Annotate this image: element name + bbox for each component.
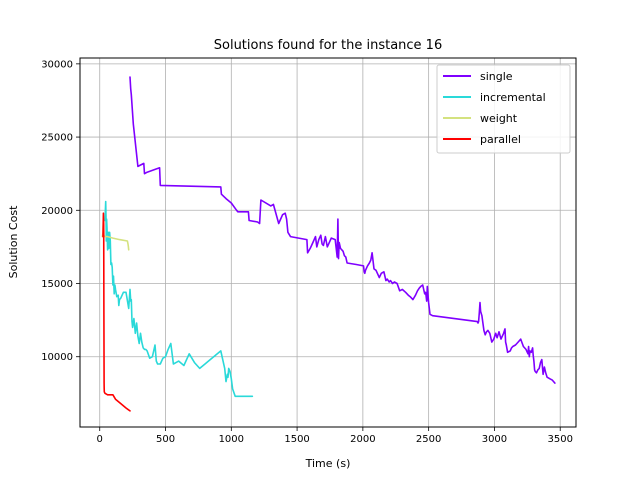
y-tick-label: 20000 xyxy=(41,206,73,217)
x-tick-label: 2500 xyxy=(416,434,441,445)
x-tick-label: 3500 xyxy=(547,434,572,445)
series-layer xyxy=(101,76,556,412)
legend-label-incremental: incremental xyxy=(480,91,546,104)
y-tick-label: 30000 xyxy=(41,59,73,70)
x-tick-label: 500 xyxy=(156,434,175,445)
legend: single incremental weight parallel xyxy=(436,64,571,154)
x-axis-ticks: 0 500 1000 1500 2000 2500 3000 3500 xyxy=(97,427,573,445)
y-tick-label: 10000 xyxy=(41,352,73,363)
legend-label-single: single xyxy=(480,70,513,83)
chart-title: Solutions found for the instance 16 xyxy=(214,38,442,53)
y-tick-label: 25000 xyxy=(41,133,73,144)
x-tick-label: 1000 xyxy=(219,434,244,445)
grid-lines xyxy=(80,58,576,427)
y-axis-label: Solution Cost xyxy=(7,205,20,278)
y-tick-label: 15000 xyxy=(41,279,73,290)
series-line-incremental xyxy=(104,200,254,398)
legend-frame xyxy=(436,64,571,154)
series-line-parallel xyxy=(102,212,131,412)
x-axis-label: Time (s) xyxy=(305,457,351,470)
y-axis-ticks: 10000 15000 20000 25000 30000 xyxy=(41,59,80,363)
legend-label-parallel: parallel xyxy=(480,133,521,146)
legend-label-weight: weight xyxy=(480,112,518,125)
x-tick-label: 1500 xyxy=(284,434,309,445)
series-line-single xyxy=(129,76,556,384)
plot-area-frame xyxy=(79,57,577,428)
x-tick-label: 0 xyxy=(97,434,103,445)
x-tick-label: 3000 xyxy=(482,434,507,445)
x-tick-label: 2000 xyxy=(350,434,375,445)
